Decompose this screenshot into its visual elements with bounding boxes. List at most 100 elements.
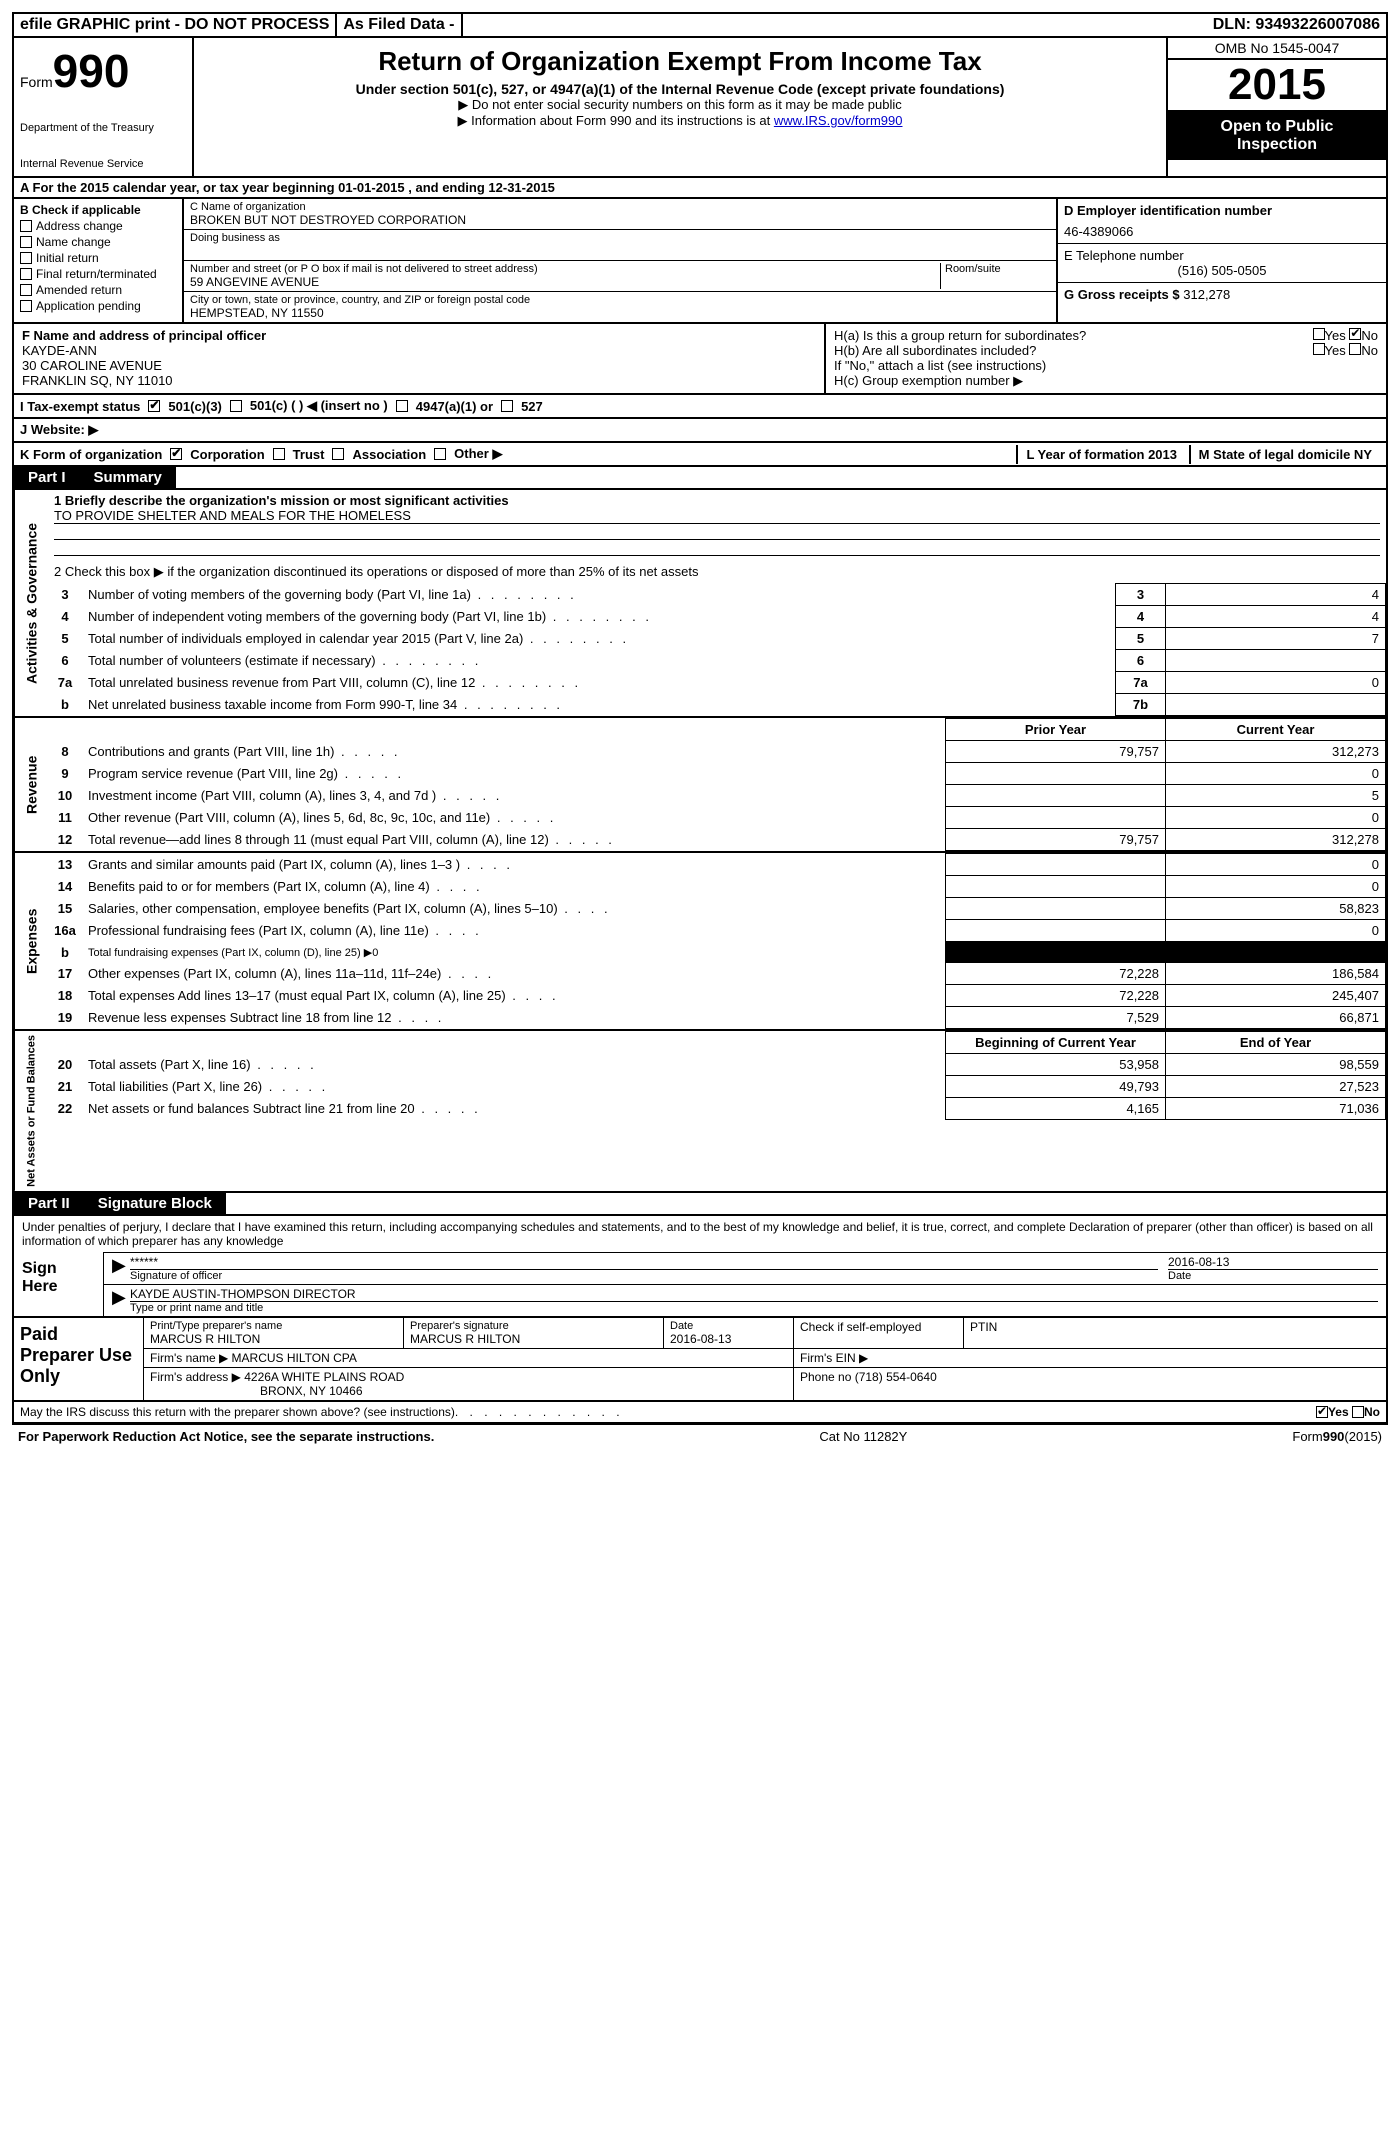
col-begin: Beginning of Current Year <box>946 1032 1166 1054</box>
org-name: BROKEN BUT NOT DESTROYED CORPORATION <box>190 213 1050 227</box>
perjury-declaration: Under penalties of perjury, I declare th… <box>14 1216 1386 1252</box>
discuss-no[interactable] <box>1352 1406 1364 1418</box>
gov-row: 4 Number of independent voting members o… <box>48 606 1386 628</box>
hb-no[interactable] <box>1349 343 1361 355</box>
chk-address-change[interactable]: Address change <box>20 219 176 233</box>
preparer-name: MARCUS R HILTON <box>150 1332 397 1346</box>
gov-row: 3 Number of voting members of the govern… <box>48 584 1386 606</box>
exp-row: b Total fundraising expenses (Part IX, c… <box>48 942 1386 963</box>
officer-addr1: 30 CAROLINE AVENUE <box>22 358 816 373</box>
ptin-cell: PTIN <box>964 1318 1386 1348</box>
chk-501c3[interactable] <box>148 400 160 412</box>
ha-row: H(a) Is this a group return for subordin… <box>834 328 1378 343</box>
officer-addr2: FRANKLIN SQ, NY 11010 <box>22 373 816 388</box>
note-ssn: ▶ Do not enter social security numbers o… <box>204 97 1156 113</box>
form-label: Form <box>20 74 53 90</box>
chk-assoc[interactable] <box>332 448 344 460</box>
revenue-table: Prior Year Current Year 8 Contributions … <box>48 718 1386 851</box>
gov-row: 6 Total number of volunteers (estimate i… <box>48 650 1386 672</box>
section-expenses: Expenses 13 Grants and similar amounts p… <box>12 853 1388 1031</box>
col-c-org-info: C Name of organization BROKEN BUT NOT DE… <box>184 199 1056 322</box>
year-formation: L Year of formation 2013 <box>1016 445 1185 464</box>
row-a-tax-year: A For the 2015 calendar year, or tax yea… <box>12 178 1388 199</box>
header-right: OMB No 1545-0047 2015 Open to Public Ins… <box>1166 38 1386 176</box>
col-prior: Prior Year <box>946 719 1166 741</box>
exp-row: 15 Salaries, other compensation, employe… <box>48 898 1386 920</box>
net-row: 21 Total liabilities (Part X, line 26) .… <box>48 1076 1386 1098</box>
rev-row: 12 Total revenue—add lines 8 through 11 … <box>48 829 1386 851</box>
chk-name-change[interactable]: Name change <box>20 235 176 249</box>
dln-label: DLN: <box>1213 16 1251 33</box>
wedge-icon: ▶ <box>112 1255 130 1282</box>
chk-501c[interactable] <box>230 400 242 412</box>
footer-left: For Paperwork Reduction Act Notice, see … <box>18 1429 434 1444</box>
part-i-header: Part I Summary <box>12 467 1388 490</box>
rev-row: 8 Contributions and grants (Part VIII, l… <box>48 741 1386 763</box>
page-footer: For Paperwork Reduction Act Notice, see … <box>12 1424 1388 1448</box>
info-grid: B Check if applicable Address change Nam… <box>12 199 1388 324</box>
dln-value: 93493226007086 <box>1255 16 1380 33</box>
wedge-icon: ▶ <box>112 1287 130 1314</box>
discuss-yes[interactable] <box>1316 1406 1328 1418</box>
chk-4947[interactable] <box>396 400 408 412</box>
exp-row: 18 Total expenses Add lines 13–17 (must … <box>48 985 1386 1007</box>
chk-app-pending[interactable]: Application pending <box>20 299 176 313</box>
firm-name: MARCUS HILTON CPA <box>232 1351 357 1365</box>
col-current: Current Year <box>1166 719 1386 741</box>
exp-row: 16a Professional fundraising fees (Part … <box>48 920 1386 942</box>
discuss-row: May the IRS discuss this return with the… <box>14 1400 1386 1422</box>
side-net-assets: Net Assets or Fund Balances <box>14 1031 48 1191</box>
chk-final-return[interactable]: Final return/terminated <box>20 267 176 281</box>
col-end: End of Year <box>1166 1032 1386 1054</box>
gov-row: 7a Total unrelated business revenue from… <box>48 672 1386 694</box>
ein-cell: D Employer identification number 46-4389… <box>1058 199 1386 244</box>
chk-amended[interactable]: Amended return <box>20 283 176 297</box>
gov-table: 3 Number of voting members of the govern… <box>48 583 1386 716</box>
irs-label: Internal Revenue Service <box>20 158 186 170</box>
chk-corp[interactable] <box>170 448 182 460</box>
form-of-org-row: K Form of organization Corporation Trust… <box>12 443 1388 467</box>
mission-text: TO PROVIDE SHELTER AND MEALS FOR THE HOM… <box>54 508 1380 524</box>
ha-no[interactable] <box>1349 328 1361 340</box>
note-instructions: ▶ Information about Form 990 and its ins… <box>204 113 1156 129</box>
chk-527[interactable] <box>501 400 513 412</box>
section-net-assets: Net Assets or Fund Balances Beginning of… <box>12 1031 1388 1193</box>
irs-link[interactable]: www.IRS.gov/form990 <box>774 113 903 128</box>
side-governance: Activities & Governance <box>14 490 48 716</box>
tel-value: (516) 505-0505 <box>1064 263 1380 278</box>
hb-yes[interactable] <box>1313 343 1325 355</box>
footer-mid: Cat No 11282Y <box>819 1429 907 1444</box>
chk-trust[interactable] <box>273 448 285 460</box>
col-b-label: B Check if applicable <box>20 203 176 217</box>
dba-cell: Doing business as <box>184 230 1056 261</box>
exp-row: 13 Grants and similar amounts paid (Part… <box>48 854 1386 876</box>
dept-treasury: Department of the Treasury <box>20 122 186 134</box>
paid-preparer-grid: Paid Preparer Use Only Print/Type prepar… <box>14 1316 1386 1400</box>
col-d-info: D Employer identification number 46-4389… <box>1056 199 1386 322</box>
city-cell: City or town, state or province, country… <box>184 292 1056 322</box>
expenses-table: 13 Grants and similar amounts paid (Part… <box>48 853 1386 1029</box>
city-state-zip: HEMPSTEAD, NY 11550 <box>190 306 1050 320</box>
signature-block: Under penalties of perjury, I declare th… <box>12 1216 1388 1424</box>
state-domicile: M State of legal domicile NY <box>1189 445 1380 464</box>
part-ii-label: Part II <box>14 1193 84 1214</box>
efile-notice: efile GRAPHIC print - DO NOT PROCESS <box>14 14 337 36</box>
chk-other[interactable] <box>434 448 446 460</box>
net-row: 22 Net assets or fund balances Subtract … <box>48 1098 1386 1120</box>
preparer-signature: MARCUS R HILTON <box>410 1332 657 1346</box>
sign-here-label: Sign Here <box>14 1252 104 1316</box>
street-address: 59 ANGEVINE AVENUE <box>190 275 940 289</box>
gross-cell: G Gross receipts $ 312,278 <box>1058 283 1386 306</box>
chk-initial-return[interactable]: Initial return <box>20 251 176 265</box>
rev-row: 9 Program service revenue (Part VIII, li… <box>48 763 1386 785</box>
hb-note: If "No," attach a list (see instructions… <box>834 358 1378 373</box>
rev-row: 11 Other revenue (Part VIII, column (A),… <box>48 807 1386 829</box>
website-row: J Website: ▶ <box>12 419 1388 443</box>
paid-preparer-label: Paid Preparer Use Only <box>14 1318 144 1400</box>
part-ii-title: Signature Block <box>84 1193 226 1214</box>
officer-cell: F Name and address of principal officer … <box>14 324 826 393</box>
ha-yes[interactable] <box>1313 328 1325 340</box>
form-title: Return of Organization Exempt From Incom… <box>204 46 1156 77</box>
section-governance: Activities & Governance 1 Briefly descri… <box>12 490 1388 718</box>
side-expenses: Expenses <box>14 853 48 1029</box>
